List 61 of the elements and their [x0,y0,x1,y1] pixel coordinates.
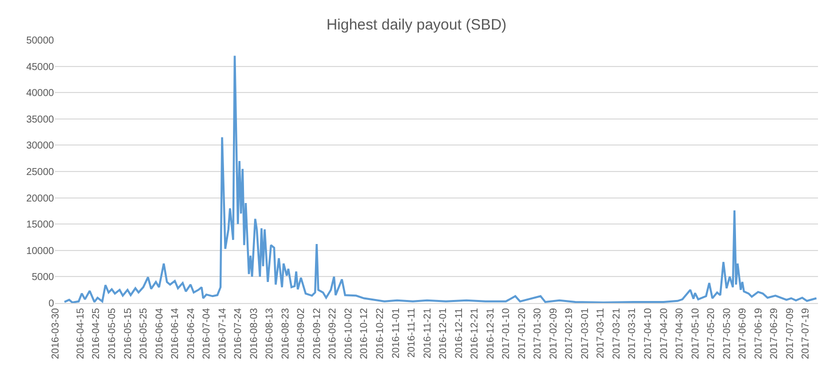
x-tick-label: 2017-05-20 [706,308,718,360]
y-tick-label: 15000 [26,220,54,231]
x-tick-label: 2016-11-21 [422,308,434,358]
x-tick-label: 2016-11-01 [390,308,402,358]
x-tick-label: 2016-06-24 [186,308,197,360]
y-tick-label: 25000 [26,167,54,178]
x-tick-label: 2017-01-30 [532,308,544,360]
x-tick-label: 2016-07-04 [202,308,213,360]
x-tick-label: 2017-03-31 [627,308,638,360]
x-tick-label: 2016-06-04 [154,308,166,360]
x-tick-label: 2016-09-02 [296,308,308,360]
x-tick-label: 2017-02-09 [548,308,560,360]
x-tick-label: 2017-04-20 [658,308,670,360]
x-tick-label: 2016-03-30 [50,308,62,360]
x-tick-label: 2017-04-30 [674,308,686,360]
chart-title: Highest daily payout (SBD) [326,16,507,34]
x-tick-label: 2017-06-19 [753,308,764,360]
x-tick-label: 2016-10-22 [375,308,386,360]
x-tick-label: 2017-01-10 [501,308,512,360]
y-tick-label: 30000 [26,140,54,152]
x-tick-label: 2016-11-11 [406,308,418,358]
y-tick-label: 20000 [26,193,54,204]
x-tick-label: 2016-06-14 [170,308,182,360]
x-tick-label: 2017-03-11 [596,308,607,358]
x-tick-label: 2016-04-15 [75,308,86,360]
line-series [63,54,818,303]
x-tick-label: 2017-06-09 [738,308,749,360]
y-tick-label: 10000 [26,246,54,257]
x-tick-label: 2016-05-15 [122,308,134,360]
x-tick-label: 2016-10-02 [343,308,354,360]
y-tick-label: 0 [48,298,54,310]
x-tick-label: 2017-03-21 [611,308,622,360]
x-tick-label: 2016-05-05 [107,308,118,360]
x-tick-label: 2016-12-01 [438,308,450,360]
x-tick-label: 2016-09-22 [328,308,339,360]
y-tick-label: 40000 [26,88,54,100]
x-tick-label: 2017-03-01 [580,308,591,360]
x-tick-label: 2016-12-21 [470,308,481,360]
x-tick-label: 2016-05-25 [138,308,150,360]
x-tick-label: 2016-12-11 [454,308,465,358]
x-tick-label: 2017-07-19 [800,308,812,360]
x-tick-label: 2017-07-09 [784,308,796,360]
x-tick-label: 2017-04-10 [642,308,654,360]
y-tick-label: 45000 [26,62,54,73]
y-tick-label: 50000 [26,36,54,46]
x-tick-label: 2016-08-13 [264,308,276,360]
x-tick-label: 2017-05-10 [690,308,702,360]
x-tick-label: 2017-01-20 [516,308,528,360]
x-tick-label: 2016-09-12 [312,308,323,360]
x-tick-label: 2017-05-30 [722,308,733,360]
x-tick-label: 2016-12-31 [485,308,496,360]
x-tick-label: 2016-10-12 [359,308,370,360]
x-tick-label: 2017-02-19 [564,308,576,360]
x-tick-label: 2016-04-25 [91,308,102,360]
x-tick-label: 2016-08-03 [248,308,260,360]
y-tick-label: 35000 [26,114,54,126]
x-tick-label: 2017-06-29 [769,308,780,360]
x-tick-label: 2016-07-24 [233,308,244,360]
x-tick-label: 2016-07-14 [217,308,228,360]
y-tick-label: 5000 [32,272,54,284]
x-tick-label: 2016-08-23 [280,308,292,360]
